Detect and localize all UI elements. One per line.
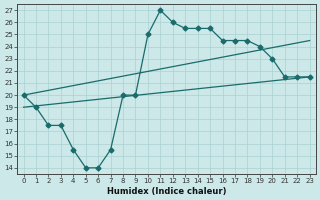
X-axis label: Humidex (Indice chaleur): Humidex (Indice chaleur) — [107, 187, 226, 196]
